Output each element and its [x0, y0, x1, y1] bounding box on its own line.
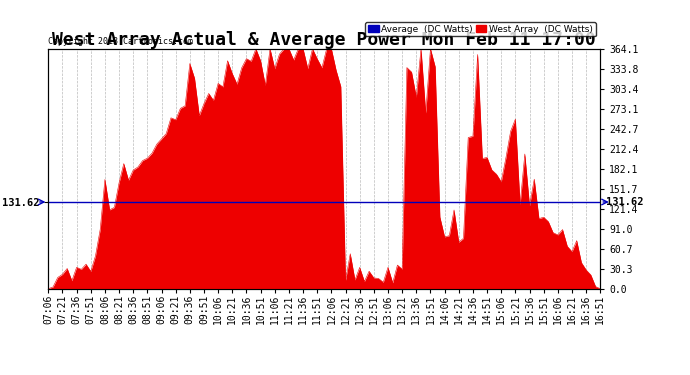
Legend: Average  (DC Watts), West Array  (DC Watts): Average (DC Watts), West Array (DC Watts… — [365, 22, 595, 36]
Text: 131.62: 131.62 — [606, 197, 643, 207]
Title: West Array Actual & Average Power Mon Feb 11 17:00: West Array Actual & Average Power Mon Fe… — [52, 31, 596, 49]
Text: Copyright 2013 Cartronics.com: Copyright 2013 Cartronics.com — [48, 38, 193, 46]
